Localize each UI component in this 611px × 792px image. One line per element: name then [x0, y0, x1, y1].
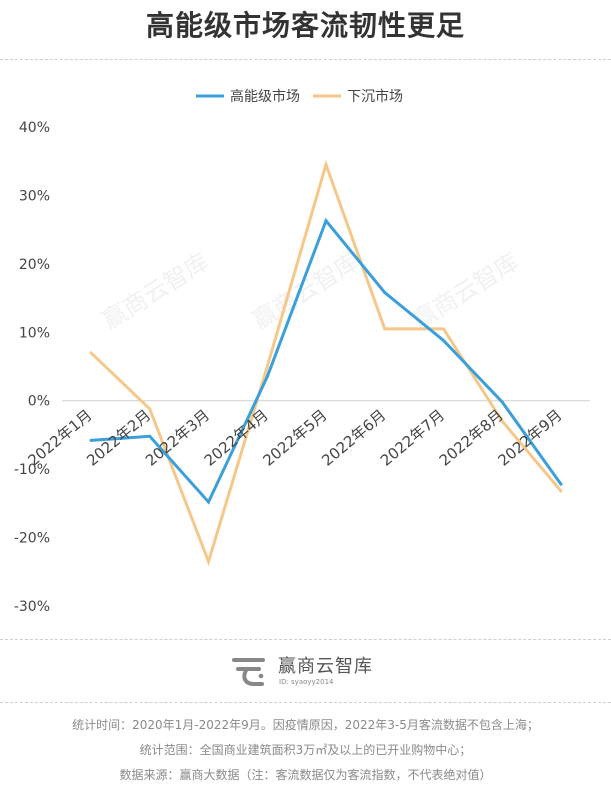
series-lines [89, 159, 563, 567]
data-point [148, 407, 152, 411]
data-point [500, 400, 504, 404]
x-tick-label: 2022年5月 [259, 406, 330, 470]
legend-label: 高能级市场 [230, 88, 300, 105]
watermark-text: 赢商云智库 [97, 248, 214, 335]
y-tick-label: 10% [19, 325, 50, 341]
chart-bottom-divider [0, 639, 611, 640]
data-point [442, 327, 445, 331]
y-tick-label: -20% [14, 531, 50, 547]
brand-divider [0, 702, 611, 703]
x-axis-ticks: 2022年1月2022年2月2022年3月2022年4月2022年5月2022年… [24, 406, 565, 470]
data-point [500, 419, 504, 423]
data-point [559, 482, 563, 486]
x-tick-label: 2022年6月 [318, 406, 389, 470]
data-point [324, 219, 328, 223]
y-axis-ticks: 40% 30% 20% 10% 0% -10% -20% -30% [14, 120, 50, 615]
legend-label: 下沉市场 [347, 88, 403, 105]
data-point [442, 338, 445, 342]
data-point [89, 351, 93, 355]
data-point [207, 500, 210, 504]
note-stat-time: 统计时间：2020年1月-2022年9月。因疫情原因，2022年3-5月客流数据… [72, 718, 539, 732]
chart-title: 高能级市场客流韧性更足 [145, 9, 465, 42]
data-point [559, 489, 563, 493]
data-point [265, 365, 269, 368]
data-point [148, 434, 152, 438]
brand-name: 赢商云智库 [278, 656, 373, 677]
data-point [207, 560, 210, 564]
watermark-text: 赢商云智库 [407, 248, 524, 335]
x-tick-label: 2022年7月 [377, 406, 448, 470]
x-tick-label: 2022年9月 [494, 406, 565, 470]
watermark-text: 赢商云智库 [247, 248, 364, 335]
title-divider [0, 59, 611, 60]
y-tick-label: -30% [14, 599, 50, 615]
y-tick-label: 20% [19, 257, 50, 273]
data-point [383, 291, 387, 295]
y-tick-label: 30% [19, 188, 50, 204]
x-tick-label: 2022年1月 [24, 406, 95, 470]
data-point [89, 438, 93, 442]
x-tick-label: 2022年4月 [201, 406, 272, 470]
legend: 高能级市场 下沉市场 [196, 88, 403, 105]
y-tick-label: -10% [14, 462, 50, 478]
brand-logo-icon [232, 658, 265, 686]
note-stat-scope: 统计范围：全国商业建筑面积3万㎡及以上的已开业购物中心； [139, 743, 472, 757]
y-tick-label: 0% [28, 394, 50, 410]
note-data-source: 数据来源：赢商大数据（注：客流数据仅为客流指数，不代表绝对值） [119, 768, 492, 782]
brand-id: ID: syaoyy2014 [279, 678, 334, 686]
line-chart: 赢商云智库 赢商云智库 赢商云智库 40%30%20%10%0%-10%-20%-3… [14, 88, 590, 615]
x-tick-label: 2022年8月 [436, 406, 507, 470]
data-point [324, 163, 328, 167]
data-point [265, 375, 269, 379]
y-tick-label: 40% [19, 120, 50, 136]
data-point [383, 327, 387, 331]
